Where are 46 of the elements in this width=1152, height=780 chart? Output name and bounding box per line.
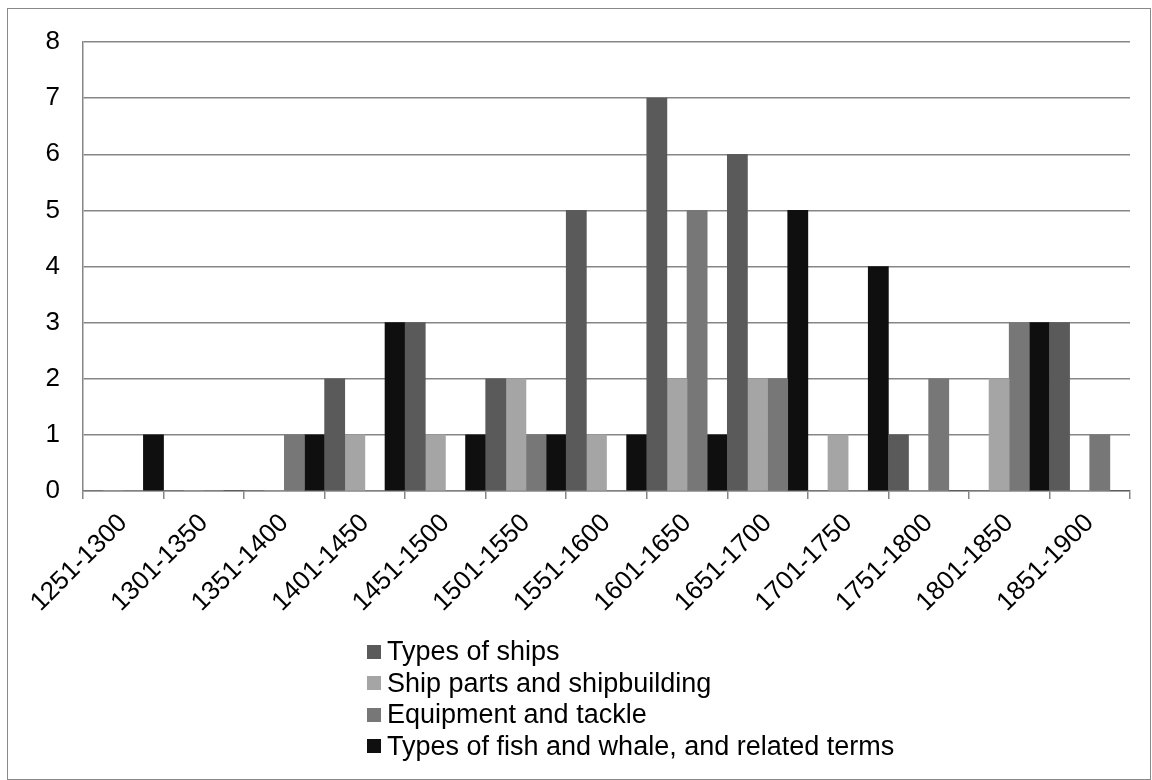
y-tick-label: 3 — [45, 305, 60, 336]
bar — [143, 434, 164, 491]
bar — [928, 378, 950, 491]
bar — [626, 434, 648, 491]
bar — [525, 434, 547, 491]
legend-label: Ship parts and shipbuilding — [387, 667, 712, 699]
bar — [666, 378, 688, 491]
bar — [344, 434, 366, 491]
bar — [505, 378, 527, 491]
bar — [1029, 322, 1050, 491]
bar — [384, 322, 406, 491]
bar — [545, 434, 567, 491]
bar — [284, 434, 305, 491]
bar — [646, 97, 668, 491]
bar — [988, 378, 1010, 491]
bar — [485, 378, 507, 491]
legend-label: Equipment and tackle — [387, 699, 647, 731]
bar — [1049, 322, 1070, 491]
bar — [747, 378, 768, 491]
bar — [304, 434, 325, 491]
legend-label: Types of fish and whale, and related terms — [387, 730, 895, 762]
bar — [686, 210, 708, 491]
bar — [726, 153, 748, 491]
bar — [767, 378, 789, 491]
bar — [867, 266, 889, 491]
bar — [465, 434, 487, 491]
bar — [1008, 322, 1030, 491]
y-tick-label: 0 — [45, 474, 60, 505]
bar — [787, 210, 809, 491]
bar — [888, 434, 909, 491]
y-tick-label: 2 — [45, 361, 60, 392]
y-tick-label: 1 — [45, 418, 60, 449]
bar — [324, 378, 346, 491]
bar — [424, 434, 446, 491]
y-tick-label: 8 — [45, 25, 60, 56]
bar — [827, 434, 849, 491]
bar — [1089, 434, 1111, 491]
legend-label: Types of ships — [387, 636, 560, 668]
bar — [565, 210, 587, 491]
y-tick-label: 6 — [45, 137, 60, 168]
bar — [404, 322, 426, 491]
y-tick-label: 5 — [45, 193, 60, 224]
bar — [586, 434, 607, 491]
y-tick-label: 4 — [45, 249, 60, 280]
bar — [706, 434, 728, 491]
y-tick-label: 7 — [45, 81, 60, 112]
